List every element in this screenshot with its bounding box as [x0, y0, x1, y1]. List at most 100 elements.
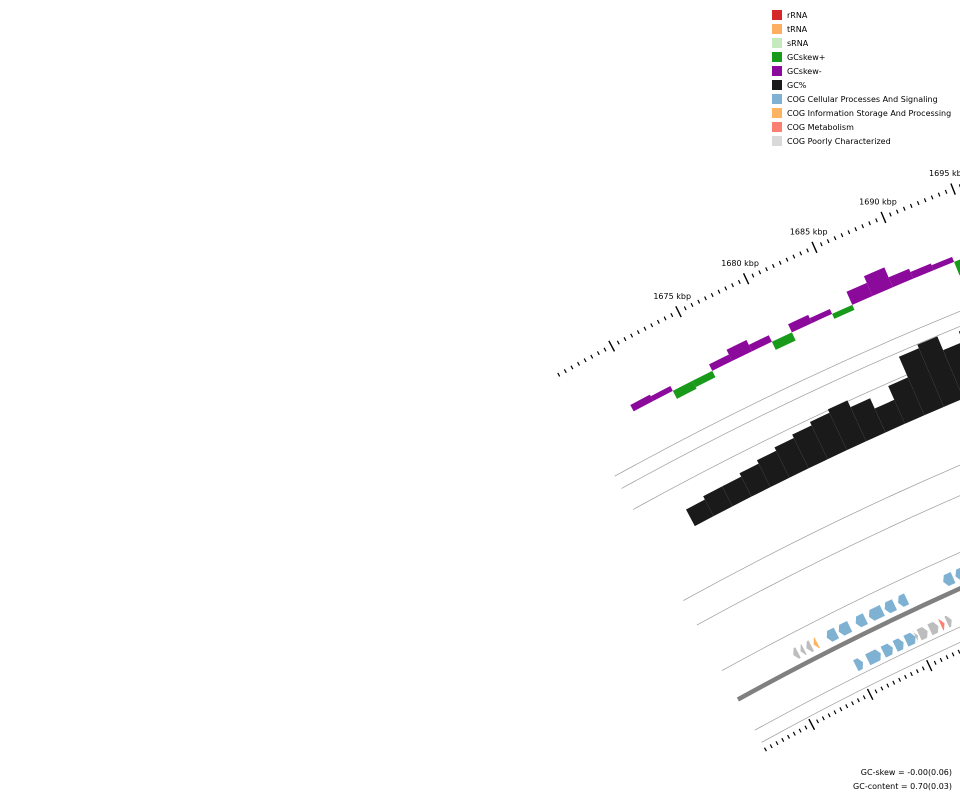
- minor-tick: [930, 195, 934, 200]
- minor-tick: [643, 326, 647, 331]
- inner-minor-tick: [763, 747, 767, 752]
- legend-label: COG Metabolism: [787, 122, 854, 132]
- ring-line: [696, 495, 960, 626]
- minor-tick: [792, 254, 796, 259]
- gene-feature: [903, 632, 916, 647]
- minor-tick: [616, 340, 620, 345]
- minor-tick: [650, 323, 654, 328]
- minor-tick: [840, 233, 844, 238]
- inner-minor-tick: [804, 725, 808, 730]
- major-tick: [880, 211, 887, 224]
- minor-tick: [833, 236, 837, 241]
- minor-tick: [636, 330, 640, 335]
- legend-item-trna: tRNA: [772, 22, 960, 36]
- inner-minor-tick: [856, 698, 860, 703]
- tick-label-1695: 1695 kbp: [929, 169, 960, 178]
- gene-feature: [892, 638, 904, 652]
- inner-minor-tick: [827, 713, 831, 718]
- inner-minor-tick: [951, 652, 955, 657]
- inner-minor-tick: [851, 701, 854, 706]
- tick-label-1690: 1690 kbp: [859, 198, 897, 207]
- gene-feature: [800, 644, 807, 656]
- legend-swatch: [772, 10, 782, 20]
- legend-label: GCskew-: [787, 66, 822, 76]
- gc-content-bar: [703, 486, 733, 517]
- minor-tick: [916, 200, 920, 206]
- inner-minor-tick: [921, 666, 925, 671]
- minor-tick: [799, 251, 803, 256]
- gc-skew-minus-bar: [863, 267, 893, 297]
- legend-item-gcskew-plus: GCskew+: [772, 50, 960, 64]
- inner-minor-tick: [933, 660, 937, 665]
- minor-tick: [895, 209, 899, 214]
- genome-backbone: [736, 586, 960, 702]
- gene-feature: [916, 627, 928, 641]
- gc-skew-stat: GC-skew = -0.00(0.06): [860, 768, 952, 777]
- gene-feature: [884, 599, 897, 614]
- minor-tick: [751, 273, 755, 278]
- gc-skew-minus-bar: [846, 282, 873, 305]
- gc-skew-plus-bar: [692, 370, 716, 388]
- minor-tick: [630, 333, 634, 338]
- inner-minor-tick: [798, 728, 802, 733]
- ring-line: [761, 642, 960, 743]
- minor-tick: [557, 372, 561, 377]
- minor-tick: [596, 351, 600, 356]
- major-tick: [608, 340, 616, 352]
- minor-tick: [563, 369, 567, 374]
- gc-skew-minus-bar: [809, 309, 833, 324]
- legend-item-gcskew-minus: GCskew-: [772, 64, 960, 78]
- minor-tick: [778, 260, 782, 265]
- gc-skew-plus-bar: [771, 332, 796, 350]
- gene-feature: [793, 647, 801, 659]
- minor-tick: [758, 270, 762, 275]
- gc-skew-minus-bar: [788, 314, 812, 333]
- gc-content-bar: [774, 437, 809, 478]
- gc-skew-minus-bar: [931, 256, 955, 271]
- inner-major-tick: [926, 659, 933, 672]
- gene-feature: [865, 649, 881, 666]
- features-track: [793, 567, 960, 672]
- inner-minor-tick: [874, 689, 878, 694]
- gene-feature: [838, 621, 853, 636]
- backbone-line: [736, 586, 960, 702]
- minor-tick: [937, 192, 941, 197]
- gc-skew-minus-bar: [726, 339, 752, 362]
- inner-minor-tick: [886, 683, 890, 688]
- minor-tick: [683, 306, 687, 311]
- inner-major-tick: [808, 718, 816, 731]
- inner-minor-tick: [898, 677, 902, 682]
- minor-tick: [902, 206, 906, 211]
- gc-skew-minus-bar: [910, 263, 934, 279]
- legend-label: GC%: [787, 80, 807, 90]
- gene-feature: [813, 637, 820, 649]
- minor-tick: [944, 189, 948, 194]
- legend-item-rrna: rRNA: [772, 8, 960, 22]
- gc-content-bar: [739, 463, 771, 497]
- gc-content-bar: [686, 499, 714, 527]
- ring-line: [754, 626, 960, 731]
- legend-item-cog-information: COG Information Storage And Processing: [772, 106, 960, 120]
- tick-labels: 1675 kbp 1680 kbp 1685 kbp 1690 kbp 1695 kbp…: [653, 169, 960, 301]
- ring-line: [683, 464, 960, 601]
- inner-minor-tick: [915, 669, 919, 674]
- inner-minor-tick: [821, 716, 825, 721]
- inner-minor-tick: [769, 744, 773, 749]
- gc-content-bar: [874, 399, 905, 433]
- minor-tick: [861, 224, 865, 229]
- gc-content-bar: [809, 412, 847, 460]
- ring-line: [614, 310, 960, 477]
- major-tick: [950, 183, 956, 195]
- ring-line: [721, 552, 960, 671]
- gc-content-bar: [722, 476, 752, 507]
- stats-panel: GC-skew = -0.00(0.06) GC-content = 0.70(…: [853, 766, 952, 794]
- gc-skew-minus-bar: [709, 354, 733, 371]
- legend-swatch: [772, 94, 782, 104]
- gc-skew-minus-bar: [888, 268, 914, 288]
- gene-feature: [898, 593, 910, 607]
- gene-feature: [826, 627, 840, 642]
- gene-feature: [955, 567, 960, 580]
- gc-skew-plus-bar: [954, 259, 960, 276]
- inner-minor-tick: [904, 674, 907, 679]
- minor-tick: [577, 361, 580, 366]
